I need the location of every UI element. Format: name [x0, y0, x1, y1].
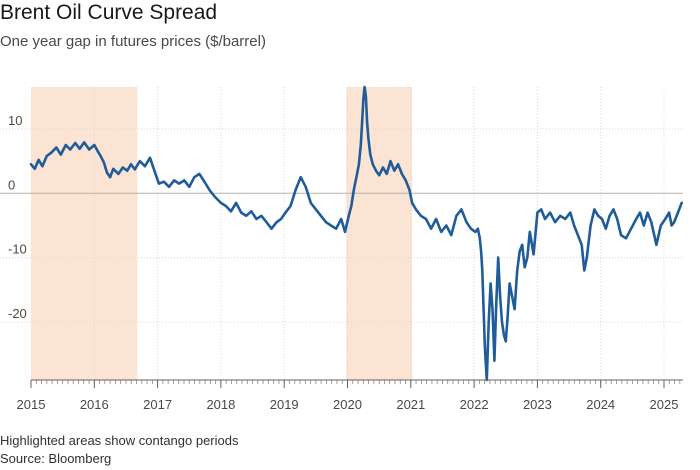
- y-tick-label: -20: [8, 306, 27, 321]
- y-tick-label: 10: [8, 113, 22, 128]
- y-tick-label: -10: [8, 242, 27, 257]
- highlight-layer: [31, 87, 413, 380]
- footnote: Highlighted areas show contango periods: [0, 433, 239, 448]
- x-tick-label: 2016: [80, 397, 109, 412]
- x-tick-label: 2015: [17, 397, 46, 412]
- gridlines: [0, 87, 683, 380]
- series-line-1: [29, 85, 684, 382]
- chart-title: Brent Oil Curve Spread: [0, 1, 218, 24]
- series-layer: [29, 85, 684, 382]
- axes-layer: 10 0 -10 -20 2015 2016 2017 2018 2019 2020 2021 202…: [8, 113, 683, 412]
- x-tick-label: 2024: [586, 397, 615, 412]
- y-tick-label: 0: [8, 177, 15, 192]
- source-note: Source: Bloomberg: [0, 451, 112, 466]
- x-tick-label: 2021: [396, 397, 425, 412]
- chart-subtitle: One year gap in futures prices ($/barrel…: [0, 33, 266, 50]
- x-tick-label: 2025: [650, 397, 679, 412]
- highlight-band-1: [31, 87, 138, 380]
- x-tick-label: 2017: [143, 397, 172, 412]
- x-tick-label: 2018: [206, 397, 235, 412]
- x-tick-label: 2023: [523, 397, 552, 412]
- x-tick-label: 2022: [460, 397, 489, 412]
- x-tick-label: 2019: [270, 397, 299, 412]
- highlight-band-2: [346, 87, 413, 380]
- x-tick-label: 2020: [333, 397, 362, 412]
